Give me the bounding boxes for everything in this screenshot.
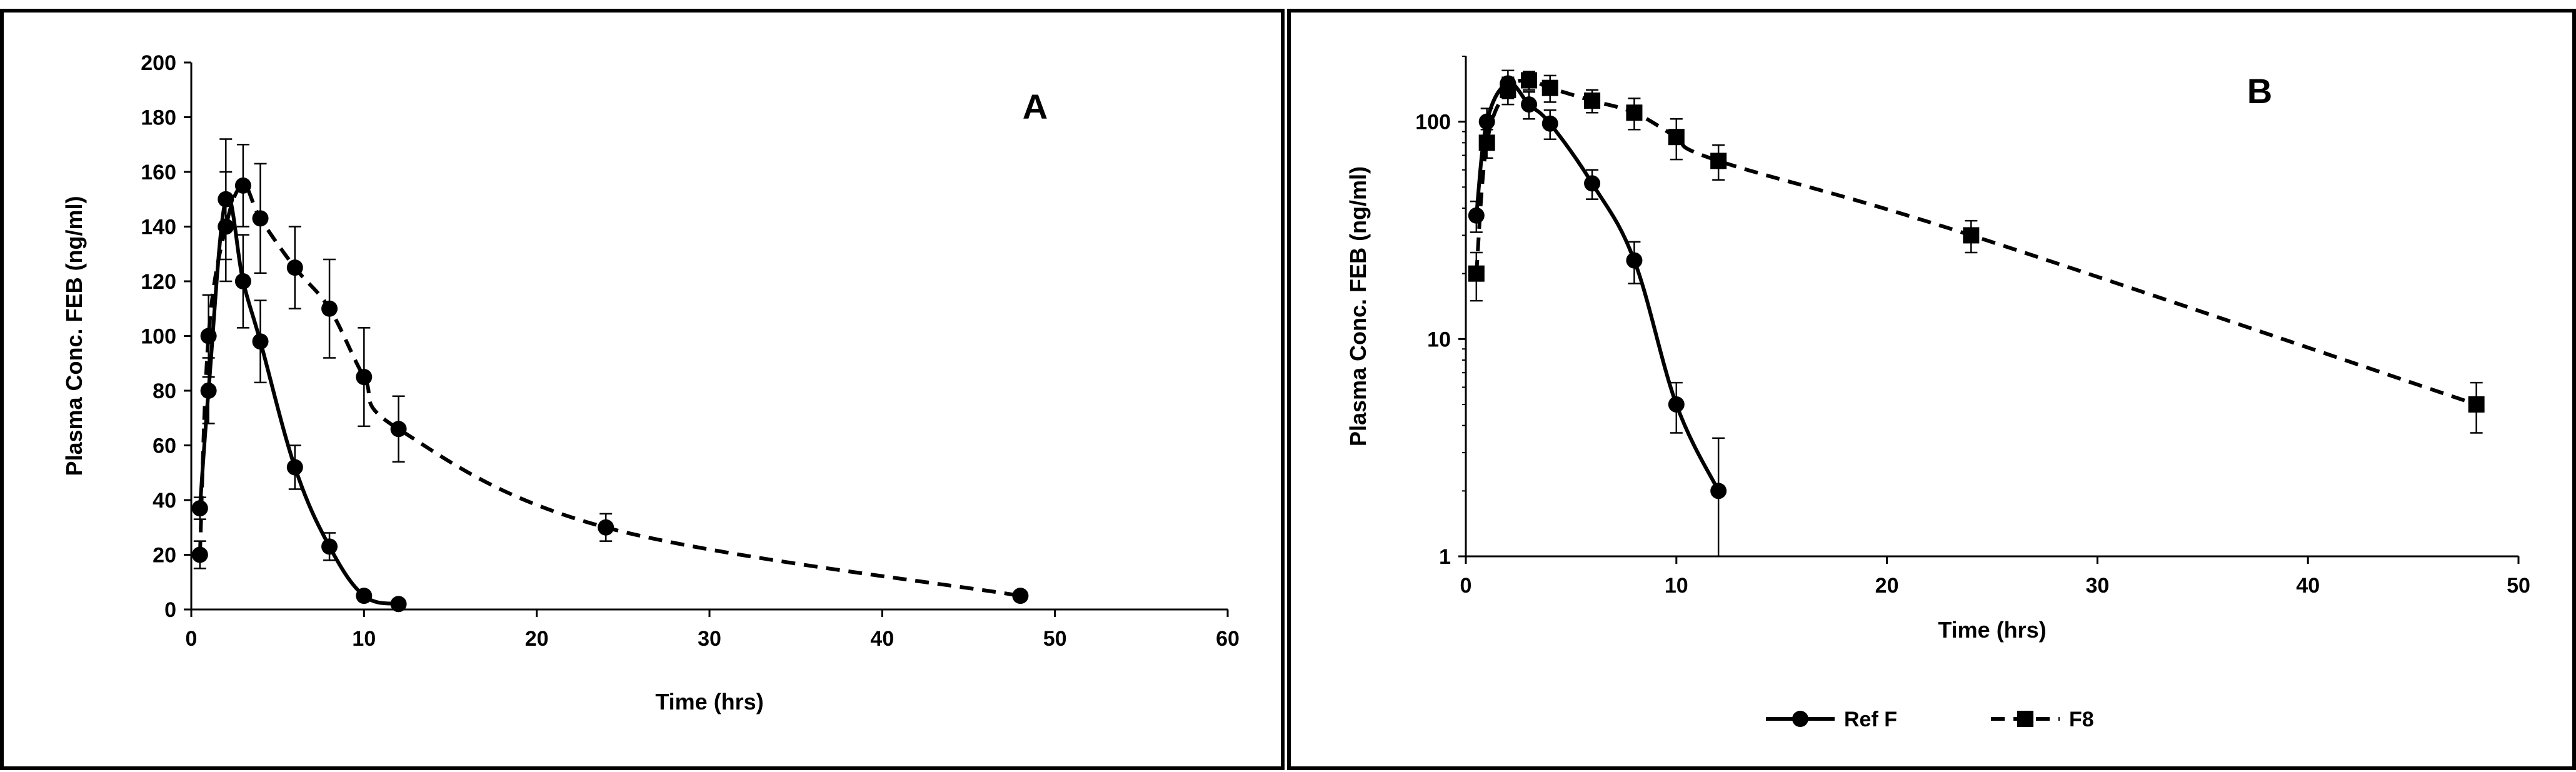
chart-a-series-2-point (252, 210, 269, 227)
chart-a-y-tick-label: 20 (153, 544, 176, 568)
chart-a-series-2-point (390, 421, 407, 438)
chart-a-x-tick-label: 10 (352, 627, 376, 651)
chart-b-y-tick-label: 100 (1415, 111, 1451, 134)
chart-b-legend-marker-1 (1792, 711, 1808, 727)
chart-b-series-2-point (1468, 265, 1485, 282)
chart-a-series-2-point (200, 328, 217, 344)
chart-b-series-2-point (1541, 79, 1558, 96)
chart-b-x-tick-label: 0 (1460, 574, 1472, 598)
chart-a-series-2-point (191, 546, 208, 563)
chart-a-series-1-point (321, 538, 338, 555)
chart-b-series-2-line (1474, 78, 2477, 406)
chart-b-series-1-point (1710, 483, 1727, 499)
chart-a-y-tick-label: 80 (153, 379, 176, 403)
chart-b-series-1-point (1626, 252, 1643, 269)
chart-a-series-2-point (321, 300, 338, 317)
chart-a-x-tick-label: 20 (525, 627, 549, 651)
chart-b-series-2-point (1668, 129, 1685, 146)
chart-b-legend-label-1: Ref F (1844, 708, 1897, 731)
chart-b-series-1-point (1521, 96, 1538, 113)
chart-a-y-tick-label: 40 (153, 489, 176, 513)
chart-b-legend-marker-2 (2017, 711, 2033, 727)
chart-b-x-tick-label: 10 (1665, 574, 1688, 598)
chart-b-legend-label-2: F8 (2069, 708, 2094, 731)
chart-b-series-2-point (1963, 227, 1980, 244)
chart-a-series-2-point (356, 369, 373, 386)
chart-a-y-tick-label: 200 (141, 51, 176, 75)
chart-a-x-tick-label: 30 (698, 627, 721, 651)
chart-a-series-1-point (234, 273, 251, 289)
chart-b-series-1-point (1541, 115, 1558, 132)
chart-a-y-tick-label: 120 (141, 270, 176, 294)
chart-a-series-1-point (200, 383, 217, 399)
chart-b-panel-letter: B (2247, 71, 2272, 111)
chart-b-y-tick-label: 10 (1427, 328, 1451, 351)
chart-a-svg: 0 10 20 30 40 50 60 0 20 40 60 80 100 120 140 160 180 200… (61, 51, 1240, 714)
chart-a-y-tick-label: 100 (141, 325, 176, 349)
chart-a-y-tick-label: 0 (164, 598, 176, 622)
chart-a-y-axis-label: Plasma Conc. FEB (ng/ml) (61, 196, 87, 476)
chart-a-series-2-point (286, 259, 303, 276)
chart-a-series-2-point (218, 218, 234, 235)
chart-a-series-2-point (234, 177, 251, 194)
chart-b-series-2-point (1626, 104, 1643, 121)
chart-a-series-1-point (252, 333, 269, 350)
chart-a-x-tick-label: 50 (1043, 627, 1067, 651)
chart-a-x-tick-label: 0 (186, 627, 198, 651)
chart-a-y-tick-label: 180 (141, 106, 176, 130)
chart-b-series-2-point (1710, 153, 1727, 169)
chart-b-x-tick-label: 50 (2507, 574, 2530, 598)
chart-a-y-tick-label: 160 (141, 161, 176, 184)
chart-b-series-2-point (2468, 396, 2485, 413)
chart-b-y-tick-label: 1 (1439, 545, 1451, 569)
chart-b-series-2-point (1478, 134, 1495, 151)
chart-b-series-1-point (1668, 396, 1685, 413)
chart-a-series-1-line (198, 194, 399, 606)
panel-a: 0 10 20 30 40 50 60 0 20 40 60 80 100 120 140 160 180 200… (0, 9, 1285, 770)
chart-b-series-2-point (1584, 92, 1601, 109)
chart-b-x-axis-label: Time (hrs) (1938, 617, 2046, 643)
chart-b-x-tick-label: 20 (1875, 574, 1899, 598)
chart-a-series-1-point (390, 596, 407, 613)
chart-a-series-2-point (1012, 588, 1029, 604)
chart-b-series-2-point (1500, 81, 1516, 98)
chart-b-series-2-point (1521, 72, 1538, 89)
panel-b: 0 10 20 30 40 50 1 10 100 Plasma Conc. FEB (ng/ml… (1287, 9, 2576, 770)
chart-b-x-tick-label: 40 (2296, 574, 2320, 598)
chart-b-x-tick-label: 30 (2085, 574, 2109, 598)
chart-b-series-1-point (1468, 207, 1485, 224)
chart-a-y-tick-label: 60 (153, 434, 176, 458)
chart-b-series-1-line (1474, 81, 1720, 492)
chart-a-x-axis-label: Time (hrs) (655, 689, 763, 714)
chart-a-series-2-point (598, 519, 614, 536)
chart-a-panel-letter: A (1023, 87, 1048, 126)
chart-a-x-tick-label: 60 (1216, 627, 1240, 651)
chart-b-svg: 0 10 20 30 40 50 1 10 100 Plasma Conc. FEB (ng/ml… (1345, 56, 2530, 731)
chart-a-x-tick-label: 40 (870, 627, 894, 651)
chart-b-y-axis-label: Plasma Conc. FEB (ng/ml) (1345, 166, 1371, 446)
chart-a-series-1-point (356, 588, 373, 604)
chart-b-series-1-point (1584, 175, 1601, 192)
chart-a-y-tick-label: 140 (141, 216, 176, 239)
chart-a-series-1-point (286, 459, 303, 476)
